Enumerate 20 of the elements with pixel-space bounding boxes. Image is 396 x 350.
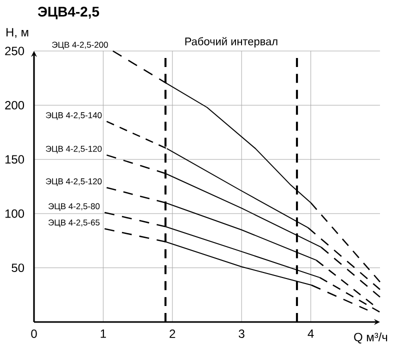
series-label: ЭЦВ 4-2,5-120: [46, 146, 102, 154]
series-label: ЭЦВ 4-2,5-80: [48, 203, 100, 211]
x-tick-label: 2: [170, 330, 176, 338]
x-tick-label: 1: [100, 330, 106, 338]
text: Рабочий интервал: [185, 37, 278, 48]
x-tick-label: 0: [31, 330, 37, 338]
chart-title: ЭЦВ4-2,5: [38, 6, 100, 20]
series-label: ЭЦВ 4-2,5-65: [48, 220, 100, 228]
series-label: ЭЦВ 4-2,5-140: [46, 112, 102, 120]
x-axis-title: Q м³/ч: [354, 332, 388, 344]
y-tick-label: 150: [5, 155, 24, 164]
series-label: ЭЦВ 4-2,5-120: [46, 178, 102, 186]
y-tick-label: 200: [5, 100, 24, 110]
y-axis-title: H, м: [6, 28, 28, 38]
y-tick-label: 250: [5, 46, 24, 56]
series-label: ЭЦВ 4-2,5-200: [52, 42, 108, 50]
x-tick-label: 3: [238, 330, 244, 338]
y-tick-label: 50: [12, 264, 24, 272]
x-tick-label: 4: [308, 330, 314, 338]
y-tick-label: 100: [5, 209, 24, 218]
